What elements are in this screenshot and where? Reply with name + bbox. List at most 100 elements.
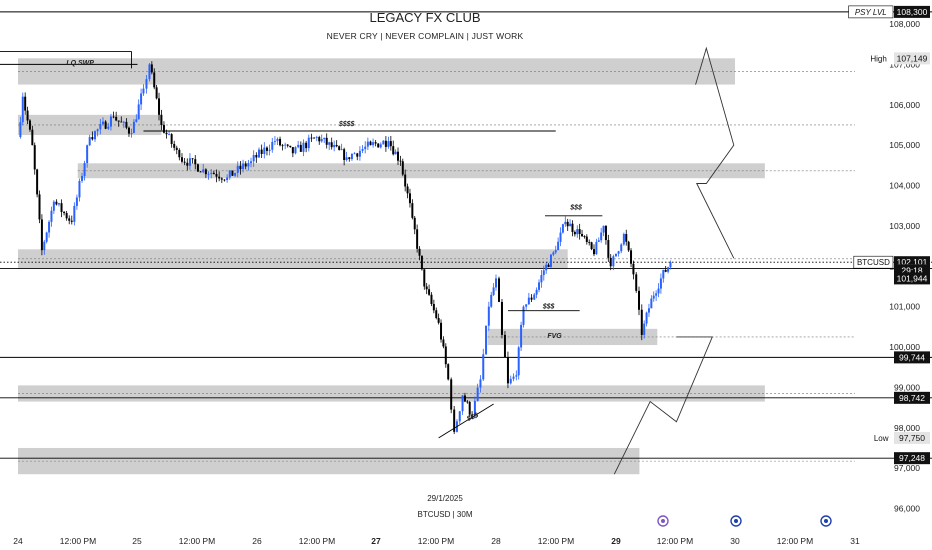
y-tick-label: 97,000: [894, 463, 920, 473]
candle-body: [305, 142, 308, 149]
candle-body: [435, 310, 438, 318]
annotation-label: FVG: [547, 333, 562, 340]
candle-body: [437, 317, 440, 323]
candle-body: [75, 197, 78, 206]
price-labels: PSY LVL 108,300 High 107,149 BTCUSD 102,10129…: [848, 5, 930, 465]
candle-body: [63, 211, 66, 214]
x-tick-label: 12:00 PM: [299, 536, 335, 546]
event-flag-icon-dot: [734, 519, 738, 523]
event-icons: [657, 515, 832, 527]
candle-body: [466, 401, 469, 403]
candle-body: [389, 141, 392, 147]
drawings: [0, 46, 735, 475]
price-label-value: 97,750: [899, 433, 925, 443]
event-flag-icon-dot: [661, 519, 665, 523]
candle-body: [343, 149, 346, 161]
candle-body: [597, 240, 600, 242]
price-label-box: [894, 52, 930, 65]
candle-body: [366, 141, 369, 147]
candle-body: [643, 323, 646, 335]
price-label-tag-text: BTCUSD: [857, 258, 890, 267]
candle-body: [527, 297, 530, 305]
candle-body: [81, 176, 84, 181]
candle-body: [338, 146, 341, 150]
candle-body: [48, 221, 51, 233]
candle-body: [26, 110, 29, 121]
candle-body: [447, 364, 450, 380]
candle-body: [320, 139, 323, 142]
y-tick-label: 105,000: [889, 140, 920, 150]
candle-body: [379, 144, 382, 148]
y-tick-label: 103,000: [889, 221, 920, 231]
candle-body: [112, 116, 115, 118]
candle-body: [348, 157, 351, 160]
candle-body: [73, 205, 76, 222]
projection-path: [695, 46, 735, 259]
candle-body: [535, 289, 538, 295]
candle-body: [55, 201, 58, 205]
candle-body: [36, 169, 39, 195]
candle-body: [28, 120, 31, 130]
y-tick-label: 104,000: [889, 181, 920, 191]
candle-body: [430, 294, 433, 304]
candle-body: [533, 294, 536, 300]
price-label-value: 97,248: [899, 453, 925, 463]
candle-body: [107, 126, 110, 129]
x-tick-label: 26: [252, 536, 262, 546]
candle-body: [162, 124, 165, 133]
candle-body: [255, 155, 258, 158]
candle-body: [569, 223, 572, 227]
x-tick-label: 12:00 PM: [179, 536, 215, 546]
candle-body: [418, 248, 421, 256]
candle-body: [659, 278, 662, 289]
candle-body: [399, 160, 402, 162]
candle-body: [284, 144, 287, 146]
candle-body: [509, 378, 512, 384]
candle-body: [215, 174, 218, 177]
candle-body: [657, 288, 660, 294]
x-tick-label: 29: [611, 536, 621, 546]
candle-body: [540, 275, 543, 283]
candle-body: [43, 241, 46, 251]
candle-body: [662, 269, 665, 279]
price-axis: 96,000 97,000 98,000 99,000 100,000 101,000 10…: [889, 19, 920, 514]
candle-body: [440, 322, 443, 340]
candle-body: [585, 236, 588, 243]
x-tick-label: 27: [371, 536, 381, 546]
candle-body: [652, 295, 655, 299]
candle-body: [148, 64, 151, 80]
candle-body: [490, 294, 493, 307]
candle-body: [231, 170, 234, 176]
symbol-label: BTCUSD | 30M: [417, 510, 473, 519]
candle-body: [573, 231, 576, 235]
reference-lines: [0, 11, 932, 459]
candle-body: [335, 144, 338, 147]
candle-body: [173, 143, 176, 148]
candle-body: [194, 159, 197, 165]
price-label-box: [894, 452, 930, 465]
candle-body: [115, 116, 118, 121]
y-tick-label: 107,000: [889, 59, 920, 69]
candle-body: [315, 137, 318, 138]
annotation-label: $$$: [569, 205, 582, 212]
candle-body: [625, 233, 628, 242]
candle-body: [669, 262, 672, 268]
candle-body: [218, 176, 221, 179]
candle-body: [57, 203, 60, 205]
candle-body: [500, 301, 503, 335]
candle-body: [140, 93, 143, 105]
candle-body: [60, 203, 63, 212]
candle-body: [109, 116, 112, 127]
candle-body: [432, 303, 435, 311]
candle-body: [413, 217, 416, 230]
candle-body: [485, 325, 488, 355]
candle-body: [220, 178, 223, 180]
price-label-value: 107,149: [897, 53, 928, 63]
candle-body: [387, 141, 390, 147]
candle-body: [234, 172, 237, 176]
candle-body: [101, 121, 104, 125]
candle-body: [199, 171, 202, 173]
candle-body: [236, 165, 239, 173]
candle-body: [33, 145, 36, 170]
